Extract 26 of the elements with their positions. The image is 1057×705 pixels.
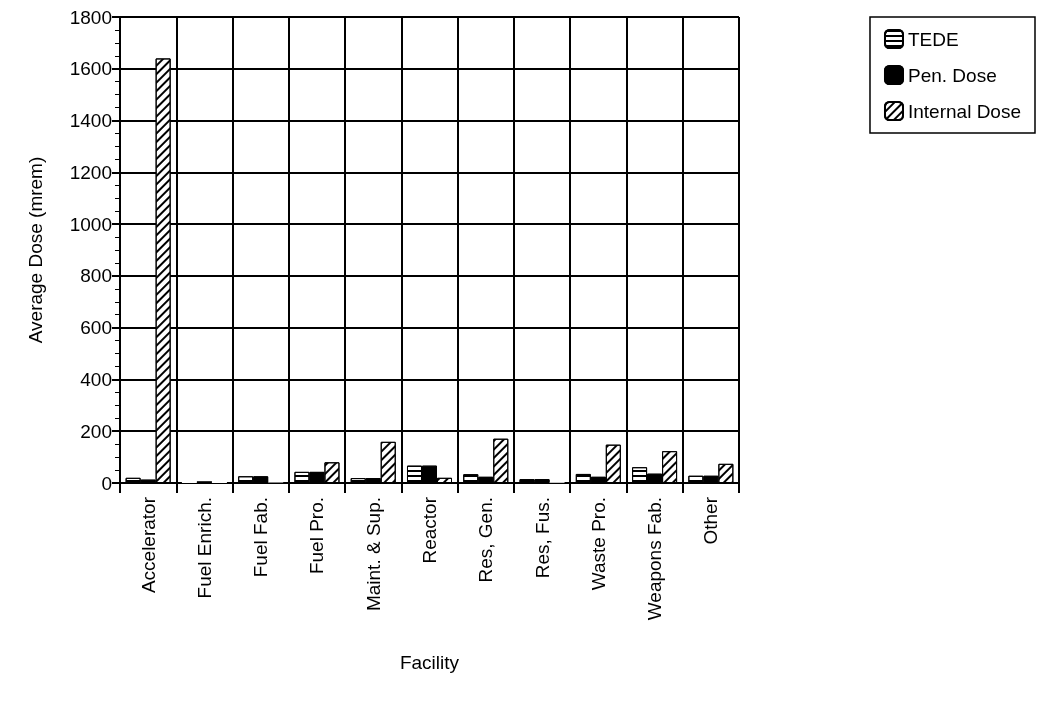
y-tick-label: 1400 <box>69 110 112 132</box>
x-tick-label: Res, Gen. <box>475 497 497 583</box>
x-tick-label: Maint. & Sup. <box>362 497 384 612</box>
y-tick-label: 0 <box>101 472 112 494</box>
y-tick-label: 1600 <box>69 58 112 80</box>
x-tick-label: Res, Fus. <box>531 497 553 579</box>
y-tick-label: 1800 <box>69 6 112 28</box>
y-tick-label: 200 <box>80 420 112 442</box>
y-tick-label: 600 <box>80 317 112 339</box>
x-tick-label: Other <box>700 496 722 545</box>
x-tick-label: Waste Pro. <box>587 497 609 591</box>
x-tick-label: Weapons Fab. <box>644 497 666 621</box>
x-tick-label: Fuel Fab. <box>250 497 272 578</box>
x-tick-label: Reactor <box>419 496 440 564</box>
legend-label: Pen. Dose <box>907 64 997 86</box>
x-tick-label: Fuel Enrich. <box>193 497 215 599</box>
y-tick-label: 1000 <box>69 213 112 235</box>
y-tick-label: 1200 <box>69 161 112 183</box>
legend-label: TEDE <box>907 28 959 50</box>
x-axis-title: Facility <box>399 652 460 673</box>
y-axis-title: Average Dose (mrem) <box>25 156 46 344</box>
x-tick-label: Fuel Pro. <box>306 497 328 575</box>
x-tick-label: Accelerator <box>137 496 159 594</box>
legend-label: Internal Dose <box>907 100 1022 122</box>
y-tick-label: 800 <box>80 265 112 287</box>
y-tick-label: 400 <box>80 368 112 390</box>
